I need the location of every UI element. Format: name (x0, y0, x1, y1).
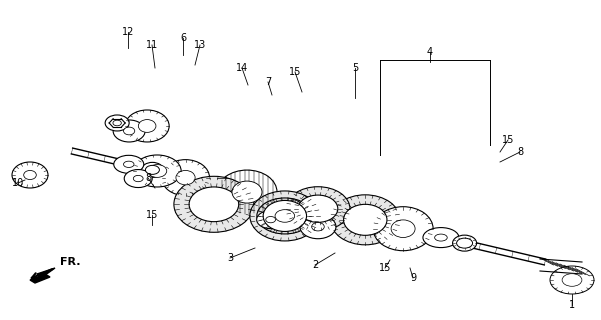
Polygon shape (37, 268, 55, 278)
Ellipse shape (114, 155, 144, 173)
Ellipse shape (189, 187, 239, 222)
Ellipse shape (289, 200, 299, 206)
Text: 4: 4 (427, 47, 433, 57)
Ellipse shape (257, 198, 313, 234)
Ellipse shape (279, 194, 310, 212)
Text: 8: 8 (145, 173, 151, 183)
Ellipse shape (23, 171, 36, 180)
Ellipse shape (147, 164, 166, 177)
Ellipse shape (298, 195, 338, 222)
Ellipse shape (550, 266, 594, 294)
Ellipse shape (217, 170, 277, 214)
Ellipse shape (391, 220, 415, 237)
Ellipse shape (423, 228, 459, 248)
Text: 15: 15 (146, 210, 158, 220)
Ellipse shape (435, 234, 447, 241)
Text: 15: 15 (379, 263, 391, 273)
Ellipse shape (453, 235, 477, 251)
Text: 12: 12 (122, 27, 134, 37)
Ellipse shape (141, 162, 163, 177)
Ellipse shape (275, 210, 294, 222)
Text: 8: 8 (517, 147, 523, 157)
Text: 5: 5 (352, 63, 358, 73)
Text: 9: 9 (410, 273, 416, 283)
Ellipse shape (331, 195, 400, 245)
Ellipse shape (218, 178, 230, 196)
Text: 15: 15 (502, 135, 514, 145)
Ellipse shape (12, 162, 48, 188)
Ellipse shape (133, 175, 143, 182)
Ellipse shape (162, 160, 210, 196)
Ellipse shape (312, 222, 325, 231)
Ellipse shape (174, 176, 254, 232)
Ellipse shape (232, 181, 262, 203)
Text: 1: 1 (569, 300, 575, 310)
Ellipse shape (124, 170, 152, 188)
Ellipse shape (124, 161, 134, 167)
Ellipse shape (138, 120, 156, 132)
Ellipse shape (257, 211, 285, 228)
Ellipse shape (263, 200, 307, 231)
Text: 14: 14 (236, 63, 248, 73)
Ellipse shape (145, 165, 159, 174)
Ellipse shape (286, 187, 350, 231)
Polygon shape (30, 274, 50, 283)
Ellipse shape (266, 216, 276, 223)
Ellipse shape (562, 274, 582, 286)
Ellipse shape (113, 120, 145, 142)
Text: 6: 6 (180, 33, 186, 43)
Ellipse shape (373, 207, 433, 251)
Ellipse shape (176, 171, 195, 185)
Ellipse shape (344, 204, 387, 235)
Text: FR.: FR. (60, 257, 81, 267)
Ellipse shape (113, 120, 121, 126)
Ellipse shape (457, 238, 472, 248)
Text: 15: 15 (289, 67, 301, 77)
Ellipse shape (250, 191, 320, 241)
Text: 10: 10 (12, 178, 24, 188)
Ellipse shape (105, 115, 129, 131)
Ellipse shape (124, 127, 135, 135)
Text: 2: 2 (312, 260, 318, 270)
Text: 7: 7 (265, 77, 271, 87)
Text: 13: 13 (194, 40, 206, 50)
Text: 3: 3 (227, 253, 233, 263)
Ellipse shape (300, 215, 336, 239)
Ellipse shape (125, 110, 169, 142)
Ellipse shape (133, 155, 181, 187)
Text: 11: 11 (146, 40, 158, 50)
